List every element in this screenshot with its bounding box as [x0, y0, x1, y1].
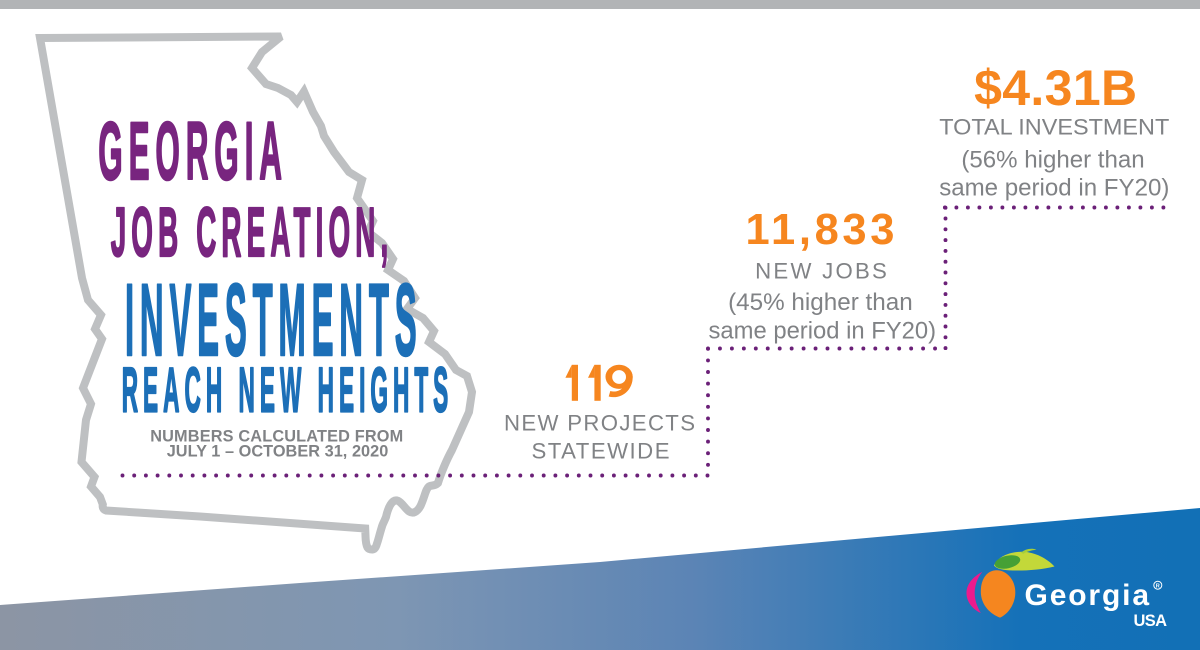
- svg-text:JOB CREATION,: JOB CREATION,: [111, 193, 394, 271]
- svg-text:GEORGIA: GEORGIA: [98, 106, 288, 197]
- svg-text:same period in FY20): same period in FY20): [709, 318, 937, 345]
- svg-text:JULY 1 – OCTOBER 31, 2020: JULY 1 – OCTOBER 31, 2020: [167, 443, 389, 461]
- svg-text:NEW PROJECTS: NEW PROJECTS: [504, 411, 695, 436]
- svg-text:STATEWIDE: STATEWIDE: [532, 439, 670, 464]
- svg-text:(45% higher than: (45% higher than: [728, 289, 913, 316]
- svg-text:R: R: [1156, 584, 1160, 590]
- svg-text:INVESTMENTS: INVESTMENTS: [125, 263, 422, 377]
- svg-text:TOTAL INVESTMENT: TOTAL INVESTMENT: [939, 115, 1169, 140]
- svg-text:REACH NEW HEIGHTS: REACH NEW HEIGHTS: [122, 356, 454, 426]
- svg-text:same period in FY20): same period in FY20): [939, 175, 1169, 202]
- svg-text:USA: USA: [1134, 612, 1168, 630]
- svg-text:NEW JOBS: NEW JOBS: [755, 258, 887, 283]
- svg-text:$4.31B: $4.31B: [974, 60, 1137, 116]
- svg-text:NUMBERS CALCULATED FROM: NUMBERS CALCULATED FROM: [150, 428, 403, 446]
- svg-text:(56% higher than: (56% higher than: [961, 146, 1144, 173]
- svg-text:11,833: 11,833: [746, 206, 895, 254]
